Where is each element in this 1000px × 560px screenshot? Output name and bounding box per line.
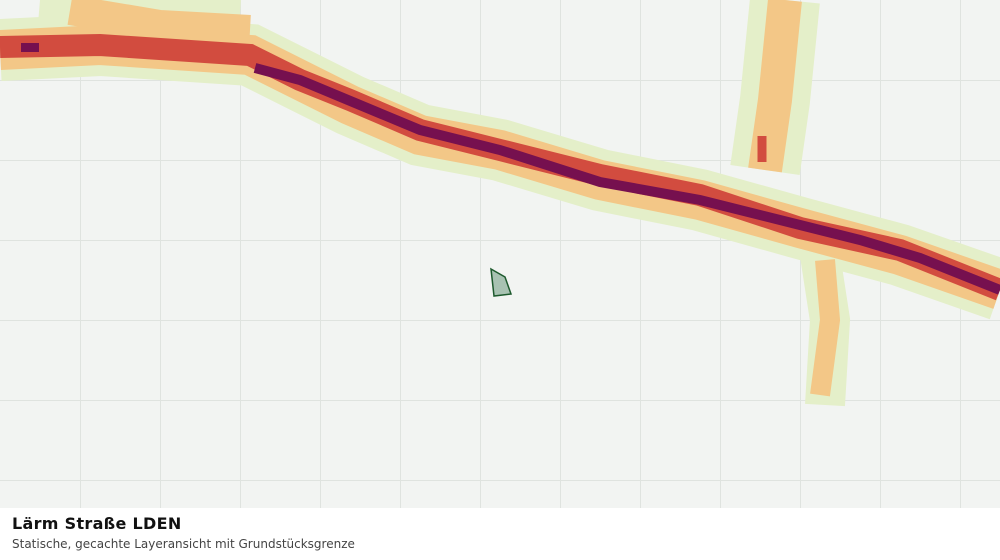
caption: Lärm Straße LDEN Statische, gecachte Lay… [0,508,1000,560]
map [0,0,1000,508]
map-title: Lärm Straße LDEN [12,514,182,533]
noise-layer [0,0,1000,407]
parcel-boundary [490,267,513,297]
map-subtitle: Statische, gecachte Layeransicht mit Gru… [12,537,355,551]
